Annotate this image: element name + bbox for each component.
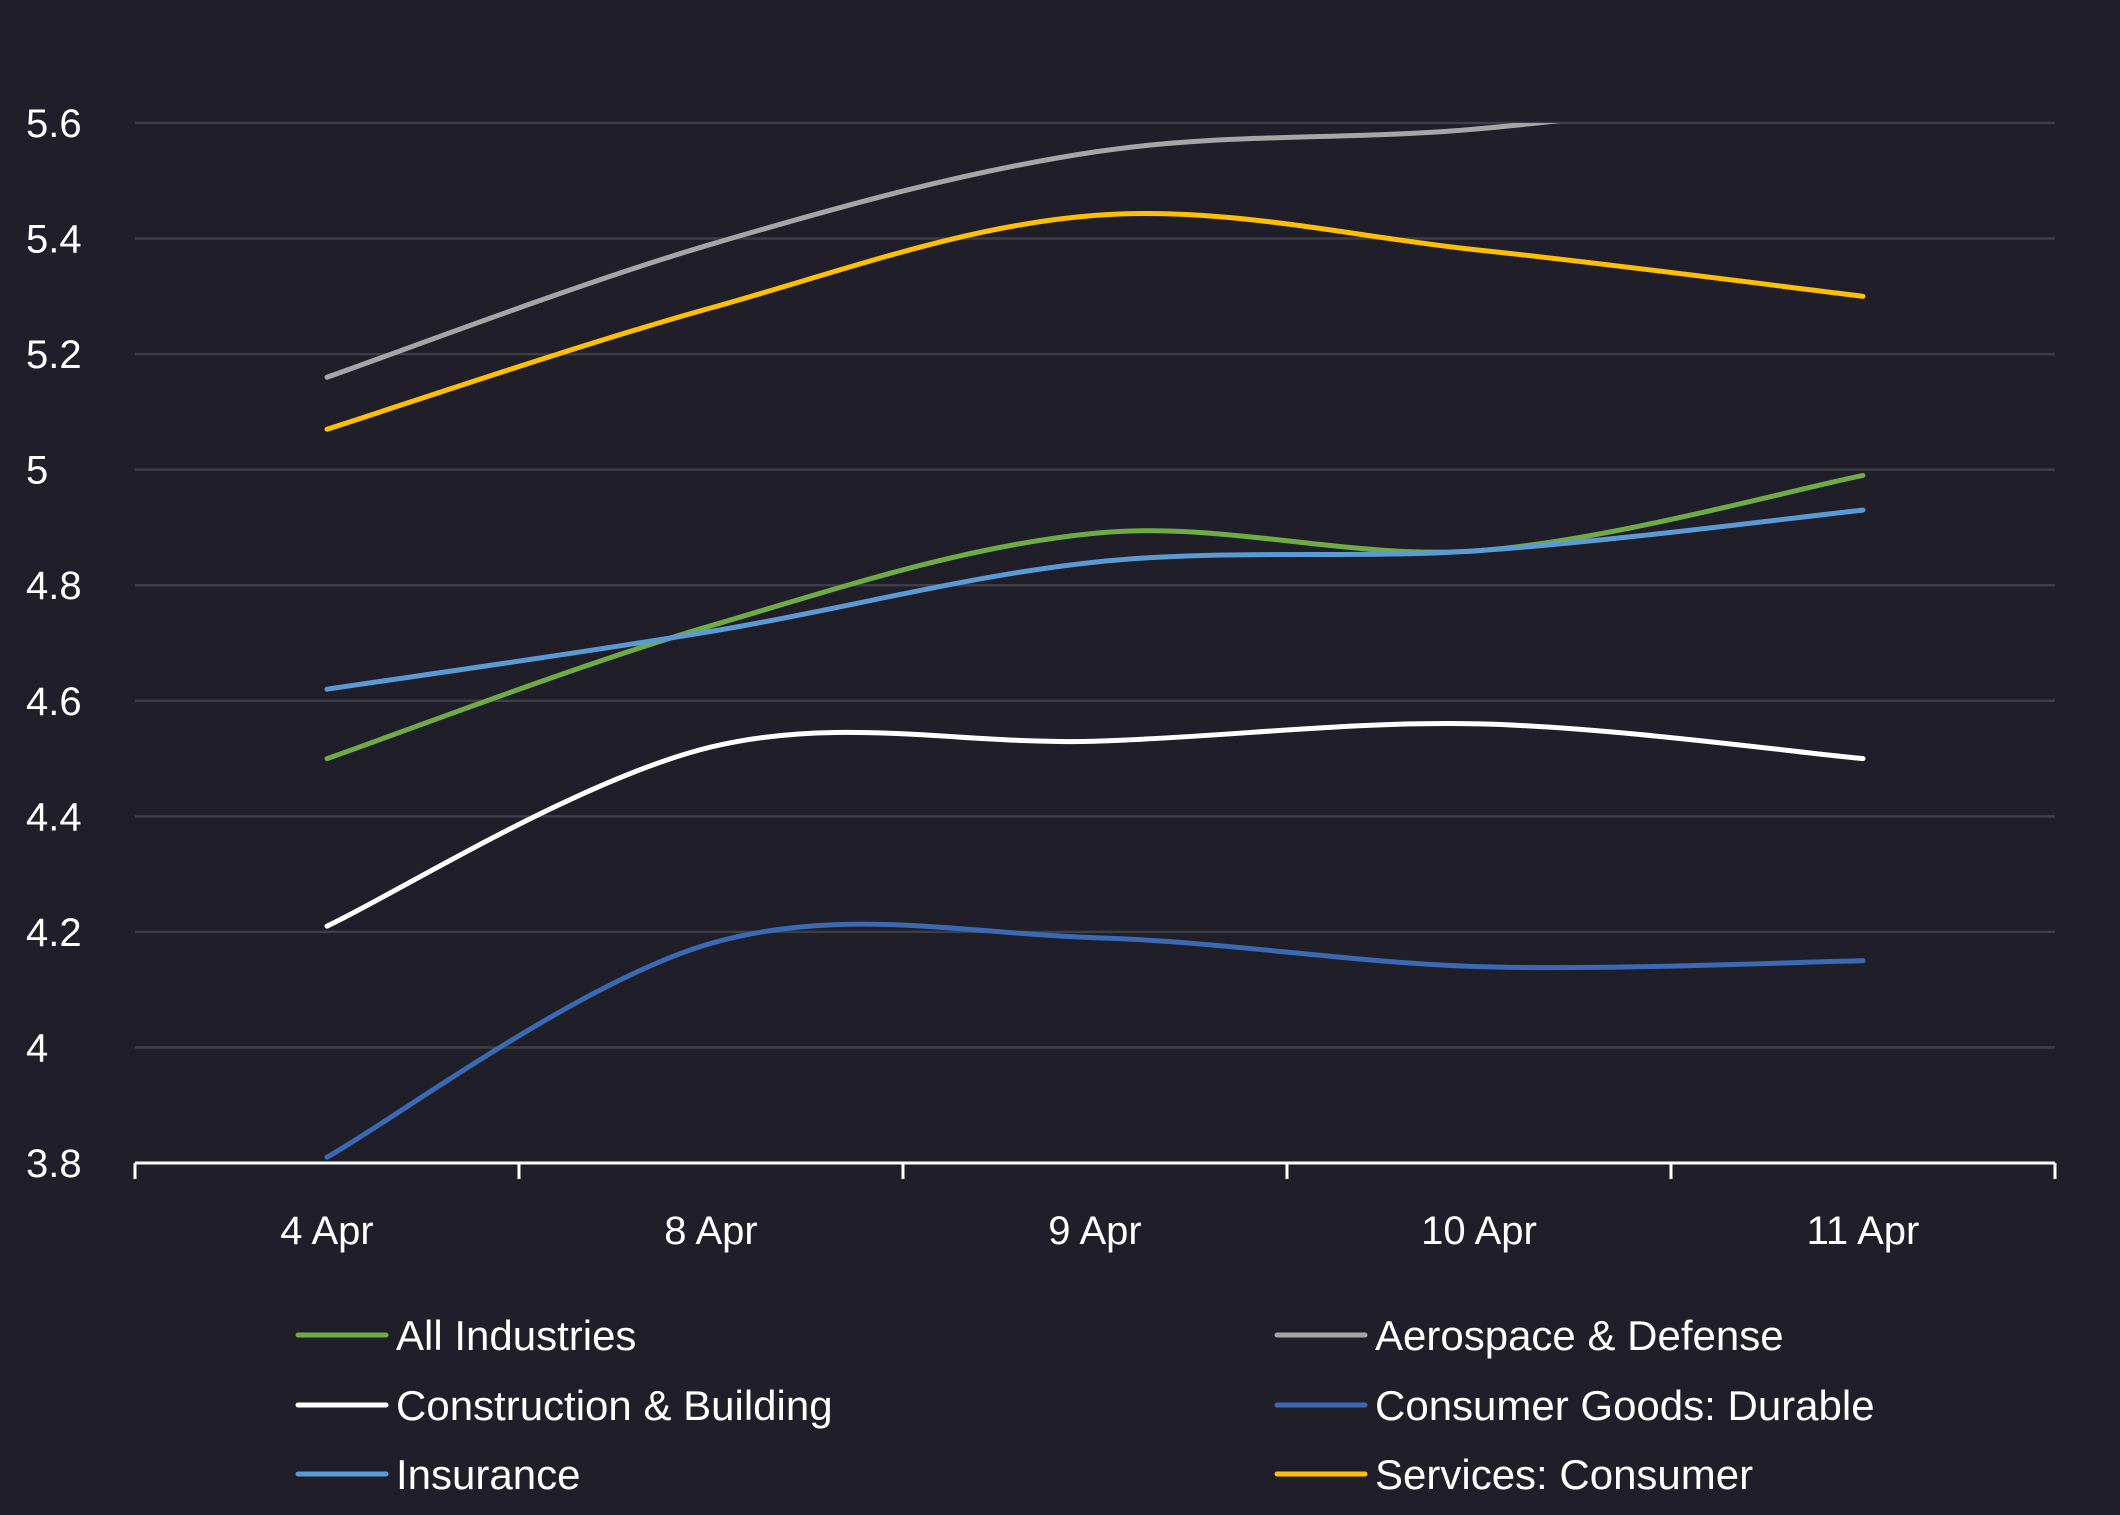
y-axis-tick-labels: 3.8 4 4.2 4.4 4.6 4.8 5 5.2 5.4 5.6 xyxy=(26,102,82,1186)
y-tick-label: 4.4 xyxy=(26,795,82,839)
legend-item-aerospace-defense: Aerospace & Defense xyxy=(1274,1312,1784,1359)
legend-label: Services: Consumer xyxy=(1375,1451,1753,1498)
y-tick-label: 5.2 xyxy=(26,333,82,377)
y-tick-label: 3.8 xyxy=(26,1142,82,1186)
legend-item-insurance: Insurance xyxy=(295,1451,580,1498)
x-tick-label: 4 Apr xyxy=(280,1209,373,1253)
x-tick-label: 10 Apr xyxy=(1421,1209,1537,1253)
y-tick-label: 5.4 xyxy=(26,218,82,262)
series-line-consumer-goods-durable xyxy=(324,921,1866,1160)
legend-label: Insurance xyxy=(396,1451,580,1498)
x-tick-label: 8 Apr xyxy=(664,1209,757,1253)
axes xyxy=(133,1161,2057,1179)
legend-item-services-consumer: Services: Consumer xyxy=(1274,1451,1753,1498)
x-axis-tick-labels: 4 Apr 8 Apr 9 Apr 10 Apr 11 Apr xyxy=(280,1209,1919,1253)
series-line-aerospace-defense xyxy=(324,123,1561,380)
legend-item-consumer-goods-durable: Consumer Goods: Durable xyxy=(1274,1382,1875,1429)
y-tick-label: 4 xyxy=(26,1026,48,1070)
series-line-all-industries xyxy=(324,472,1866,762)
y-tick-label: 5.6 xyxy=(26,102,82,146)
gridlines xyxy=(135,121,2055,1049)
x-tick-label: 9 Apr xyxy=(1048,1209,1141,1253)
y-tick-label: 4.6 xyxy=(26,680,82,724)
y-tick-label: 4.8 xyxy=(26,564,82,608)
series-line-construction-building xyxy=(324,721,1866,929)
legend: All Industries Aerospace & Defense Constru… xyxy=(295,1312,1875,1498)
legend-label: Aerospace & Defense xyxy=(1375,1312,1784,1359)
x-tick-label: 11 Apr xyxy=(1807,1209,1920,1253)
legend-label: Consumer Goods: Durable xyxy=(1375,1382,1875,1429)
legend-item-all-industries: All Industries xyxy=(295,1312,636,1359)
legend-item-construction-building: Construction & Building xyxy=(295,1382,833,1429)
legend-label: Construction & Building xyxy=(396,1382,833,1429)
y-tick-label: 5 xyxy=(26,449,48,493)
series-lines xyxy=(324,123,1866,1160)
series-line-services-consumer xyxy=(324,211,1866,432)
y-tick-label: 4.2 xyxy=(26,911,82,955)
series-line-insurance xyxy=(324,507,1866,692)
legend-label: All Industries xyxy=(396,1312,636,1359)
